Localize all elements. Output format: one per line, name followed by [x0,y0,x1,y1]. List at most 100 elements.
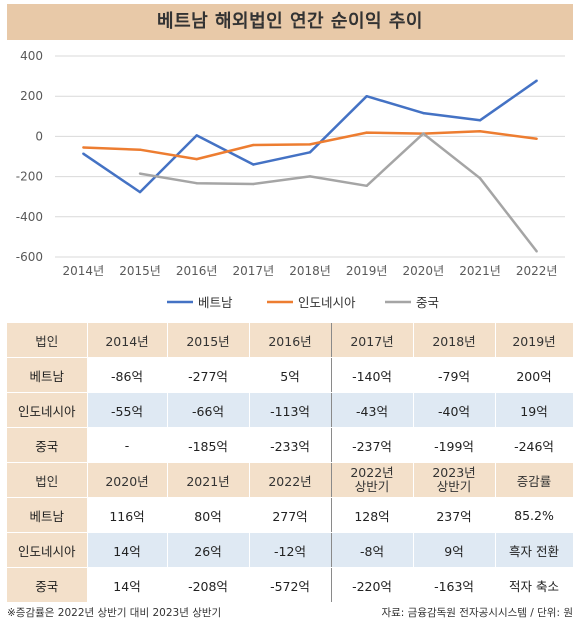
data-point [195,134,198,137]
x-tick-label: 2017년 [233,264,275,278]
table-cell: -66억 [167,392,250,428]
table-cell: -12억 [249,532,332,568]
x-tick-label: 2016년 [176,264,218,278]
x-tick-label: 2018년 [289,264,331,278]
data-point [308,175,312,178]
line-chart: 400 200 0 -200 -400 -600 2014년 2015년 2016년 2017년 2… [0,40,580,323]
data-point [138,172,142,175]
y-tick-label: -200 [16,170,43,184]
table-cell: 237억 [413,497,496,533]
chart-title: 베트남 해외법인 연간 순이익 추이 [157,11,423,32]
table-cell: 85.2% [495,497,574,533]
table-row: 인도네시아 14억 26억 -12억 -8억 9억 흑자 전환 [7,532,574,568]
data-point [308,143,312,146]
x-tick-label: 2015년 [119,264,161,278]
data-point [478,177,482,180]
header-cell: 2014년 [87,323,168,358]
footnote: ※증감률은 2022년 상반기 대비 2023년 상반기 [7,607,222,619]
data-point [422,132,425,135]
table-cell: -199억 [413,427,496,463]
table-row: 중국 - -185억 -233억 -237억 -199억 -246억 [7,427,574,463]
table-cell: 277억 [249,497,332,533]
table-cell: -86억 [87,357,168,393]
chart-svg: 400 200 0 -200 -400 -600 2014년 2015년 2016년 2017년 2… [16,49,565,310]
table-cell: 26억 [167,532,250,568]
table-cell: -79억 [413,357,496,393]
table-row: 중국 14억 -208억 -572억 -220억 -163억 적자 축소 [7,567,574,603]
table-cell: -220억 [331,567,414,603]
data-point [308,151,312,154]
data-point [138,190,142,194]
row-label-cell: 법인 [7,323,88,358]
table-cell: -233억 [249,427,332,463]
y-tick-label: -400 [16,210,43,224]
table-row: 베트남 116억 80억 277억 128억 237억 85.2% [7,497,574,533]
table-cell: 116억 [87,497,168,533]
row-label-cell: 중국 [7,427,88,463]
table-cell: 14억 [87,567,168,603]
table-cell: 128억 [331,497,414,533]
table-cell: -208억 [167,567,250,603]
data-point [138,148,142,151]
header-cell: 2022년 상반기 [331,463,414,498]
legend-label: 베트남 [198,295,233,310]
header-cell: 2016년 [249,323,332,358]
table-cell: 흑자 전환 [495,532,574,568]
row-label-cell: 인도네시아 [7,532,88,568]
table-header-row: 법인 2014년 2015년 2016년 2017년 2018년 2019년 [7,323,574,358]
table-cell: - [87,427,168,463]
data-point [478,119,482,122]
table-cell: -277억 [167,357,250,393]
header-cell: 2023년 상반기 [413,463,496,498]
title-banner: 베트남 해외법인 연간 순이익 추이 [7,4,573,40]
table-cell: 14억 [87,532,168,568]
table-cell: 5억 [249,357,332,393]
x-tick-label: 2019년 [346,264,388,278]
header-cell: 2015년 [167,323,250,358]
y-tick-label: -600 [16,250,43,264]
data-table-1: 법인 2014년 2015년 2016년 2017년 2018년 2019년 베트남 -86억 -… [7,323,574,463]
data-point [535,79,538,82]
x-tick-label: 2022년 [516,264,558,278]
y-tick-label: 200 [20,89,43,103]
data-point [535,137,538,141]
header-cell: 증감률 [495,463,574,498]
table-row: 베트남 -86억 -277억 5억 -140억 -79억 200억 [7,357,574,393]
row-label-cell: 인도네시아 [7,392,88,428]
header-cell: 2021년 [167,463,250,498]
row-label-cell: 베트남 [7,497,88,533]
data-point [82,146,85,149]
data-point [365,95,368,98]
x-tick-label: 2020년 [403,264,445,278]
legend-label: 중국 [416,295,439,310]
data-point [195,182,198,185]
x-tick-label: 2021년 [459,264,501,278]
source-note: 자료: 금융감독원 전자공시시스템 / 단위: 원 [381,607,573,619]
table-cell: 200억 [495,357,574,393]
series-line [139,132,538,253]
y-tick-label: 400 [20,49,43,63]
table-cell: -163억 [413,567,496,603]
data-point [422,111,425,115]
table-cell: -43억 [331,392,414,428]
header-cell: 2019년 [495,323,574,358]
table-cell: -140억 [331,357,414,393]
row-label-cell: 중국 [7,567,88,603]
table-row: 인도네시아 -55억 -66억 -113억 -43억 -40억 19억 [7,392,574,428]
data-point [365,184,368,188]
table-cell: -55억 [87,392,168,428]
data-point [478,129,482,133]
table-cell: 9억 [413,532,496,568]
table-cell: -246억 [495,427,574,463]
data-point [365,131,368,134]
row-label-cell: 베트남 [7,357,88,393]
header-cell: 2020년 [87,463,168,498]
table-cell: -572억 [249,567,332,603]
row-label-cell: 법인 [7,463,88,498]
y-tick-label: 0 [35,129,43,143]
data-point [82,152,85,155]
data-point [252,163,255,166]
data-table-2: 법인 2020년 2021년 2022년 2022년 상반기 2023년 상반기 증감률 베트남 1… [7,463,574,603]
table-cell: -237억 [331,427,414,463]
table-cell: 적자 축소 [495,567,574,603]
